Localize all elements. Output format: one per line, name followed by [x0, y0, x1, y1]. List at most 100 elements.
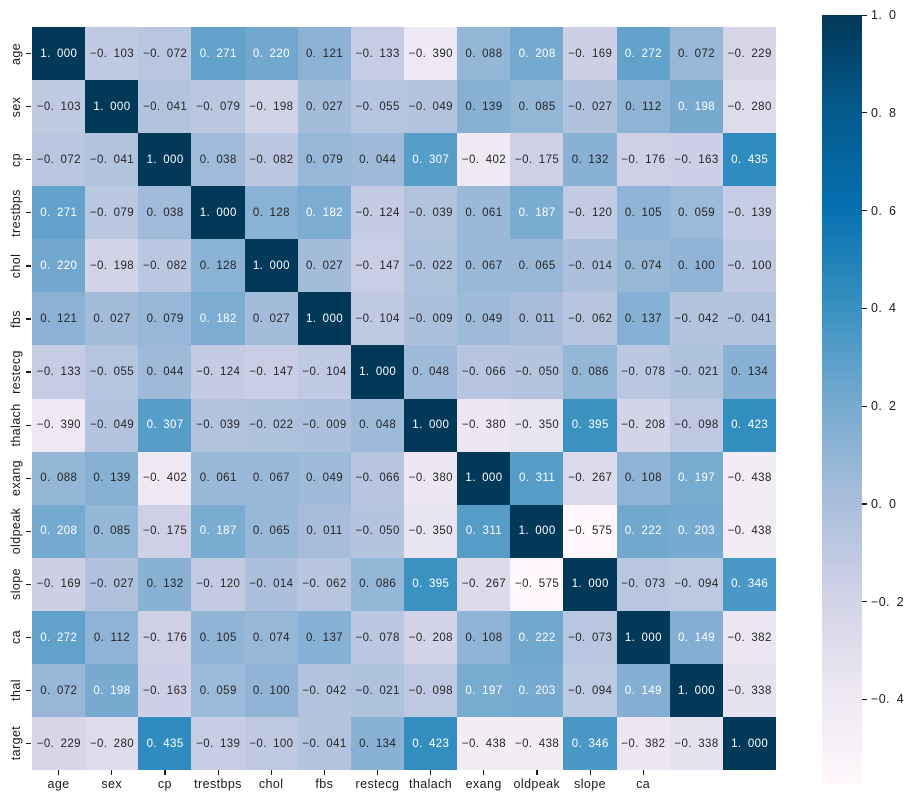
heatmap-cell: 0. 049: [457, 292, 511, 346]
heatmap-cell: −0. 078: [350, 610, 405, 665]
heatmap-cell: 1. 000: [722, 716, 777, 771]
heatmap-cell: 0. 198: [85, 663, 139, 718]
heatmap-cell: −0. 575: [563, 504, 618, 559]
x-axis-tick: [164, 770, 166, 775]
heatmap-cell: −0. 041: [85, 133, 139, 187]
heatmap-cell: −0. 147: [244, 345, 299, 399]
heatmap-cell: 0. 072: [669, 27, 724, 81]
heatmap-cell: 0. 079: [297, 133, 352, 187]
heatmap-cell: 0. 197: [669, 451, 724, 506]
x-axis-label-slope: slope: [574, 777, 606, 791]
y-axis-tick: [26, 318, 31, 320]
heatmap-cell: −0. 380: [404, 451, 458, 506]
heatmap-cell: −0. 100: [722, 239, 777, 293]
x-axis-label-ca: ca: [636, 777, 651, 791]
heatmap-cell: −0. 094: [669, 557, 724, 612]
heatmap-cell: −0. 104: [350, 292, 405, 346]
heatmap-cell: 0. 272: [616, 27, 671, 81]
heatmap-cell: −0. 062: [563, 292, 618, 346]
heatmap-cell: −0. 402: [138, 451, 192, 506]
heatmap-cell: −0. 438: [457, 716, 511, 771]
y-axis-tick: [26, 477, 31, 479]
heatmap-cell: −0. 014: [563, 239, 618, 293]
y-axis-label-age: age: [9, 42, 23, 65]
y-axis-tick: [26, 106, 31, 108]
heatmap-cell: −0. 438: [722, 451, 777, 506]
heatmap-cell: 0. 048: [350, 398, 405, 453]
heatmap-cell: 0. 307: [404, 133, 458, 187]
heatmap-cell: 0. 049: [297, 451, 352, 506]
heatmap-cell: −0. 338: [669, 716, 724, 771]
heatmap-cell: 0. 044: [138, 345, 192, 399]
heatmap-cell: −0. 066: [457, 345, 511, 399]
heatmap-cell: −0. 072: [32, 133, 86, 187]
y-axis-label-target: target: [9, 726, 23, 761]
heatmap-cell: 0. 027: [297, 239, 352, 293]
heatmap-cell: −0. 079: [191, 80, 246, 134]
heatmap-cell: 0. 435: [722, 133, 777, 187]
heatmap-cell: 1. 000: [404, 398, 458, 453]
y-axis-tick: [26, 689, 31, 692]
heatmap-cell: 1. 000: [138, 133, 192, 187]
heatmap-cell: −0. 175: [510, 133, 564, 187]
heatmap-cell: 0. 059: [669, 186, 724, 240]
heatmap-cell: −0. 390: [404, 27, 458, 81]
x-axis-tick: [589, 770, 591, 775]
heatmap-cell: −0. 198: [85, 239, 139, 293]
heatmap-cell: 0. 423: [404, 716, 458, 771]
y-axis-label-slope: slope: [9, 568, 23, 601]
heatmap-cell: −0. 163: [138, 663, 192, 718]
heatmap-cell: −0. 133: [350, 27, 405, 81]
heatmap-cell: 0. 134: [722, 345, 777, 399]
heatmap-cell: 0. 105: [191, 610, 246, 665]
x-axis-tick: [270, 770, 272, 775]
heatmap-cell: 0. 197: [457, 663, 511, 718]
heatmap-cell: −0. 078: [616, 345, 671, 399]
heatmap-cell: −0. 098: [404, 663, 458, 718]
heatmap-cell: 0. 065: [244, 504, 299, 559]
heatmap-cell: −0. 208: [404, 610, 458, 665]
heatmap-cell: 0. 074: [616, 239, 671, 293]
x-axis-tick: [111, 770, 113, 775]
heatmap-cell: 0. 067: [244, 451, 299, 506]
heatmap-cell: −0. 027: [563, 80, 618, 134]
heatmap-cell: −0. 176: [616, 133, 671, 187]
heatmap-cell: 0. 011: [297, 504, 352, 559]
x-axis-tick: [536, 770, 538, 775]
heatmap-cell: −0. 382: [616, 716, 671, 771]
heatmap-cell: 0. 048: [404, 345, 458, 399]
heatmap-cell: −0. 050: [510, 345, 564, 399]
heatmap-cell: −0. 120: [191, 557, 246, 612]
y-axis-label-cp: cp: [9, 152, 23, 167]
heatmap-cell: 0. 208: [32, 504, 86, 559]
heatmap-cell: −0. 098: [669, 398, 724, 453]
x-axis-tick: [323, 770, 325, 775]
heatmap-cell: 0. 011: [510, 292, 564, 346]
heatmap-cell: 1. 000: [616, 610, 671, 665]
y-axis-tick: [26, 159, 31, 161]
heatmap-cell: 0. 182: [191, 292, 246, 346]
heatmap-cell: 0. 027: [297, 80, 352, 134]
colorbar-tick-label: 0. 2: [871, 399, 897, 414]
heatmap-cell: 0. 208: [510, 27, 564, 81]
y-axis-label-restecg: restecg: [9, 350, 23, 394]
x-axis-label-sex: sex: [101, 777, 123, 791]
heatmap-cell: 0. 139: [85, 451, 139, 506]
y-axis-tick: [26, 636, 31, 638]
heatmap-cell: −0. 073: [616, 557, 671, 612]
heatmap-cell: 0. 038: [191, 133, 246, 187]
heatmap-cell: −0. 350: [510, 398, 564, 453]
heatmap-cell: −0. 163: [669, 133, 724, 187]
heatmap-cell: −0. 120: [563, 186, 618, 240]
x-axis-label-chol: chol: [258, 777, 284, 791]
heatmap-cell: 0. 074: [244, 610, 299, 665]
heatmap-cell: 0. 203: [510, 663, 564, 718]
heatmap-cell: 0. 220: [32, 239, 86, 293]
heatmap-cell: −0. 100: [244, 716, 299, 771]
heatmap-cell: 0. 121: [32, 292, 86, 346]
heatmap-cell: 0. 395: [404, 557, 458, 612]
heatmap-cell: −0. 103: [32, 80, 86, 134]
x-axis-label-restecg: restecg: [355, 777, 400, 791]
heatmap-cell: −0. 103: [85, 27, 139, 81]
